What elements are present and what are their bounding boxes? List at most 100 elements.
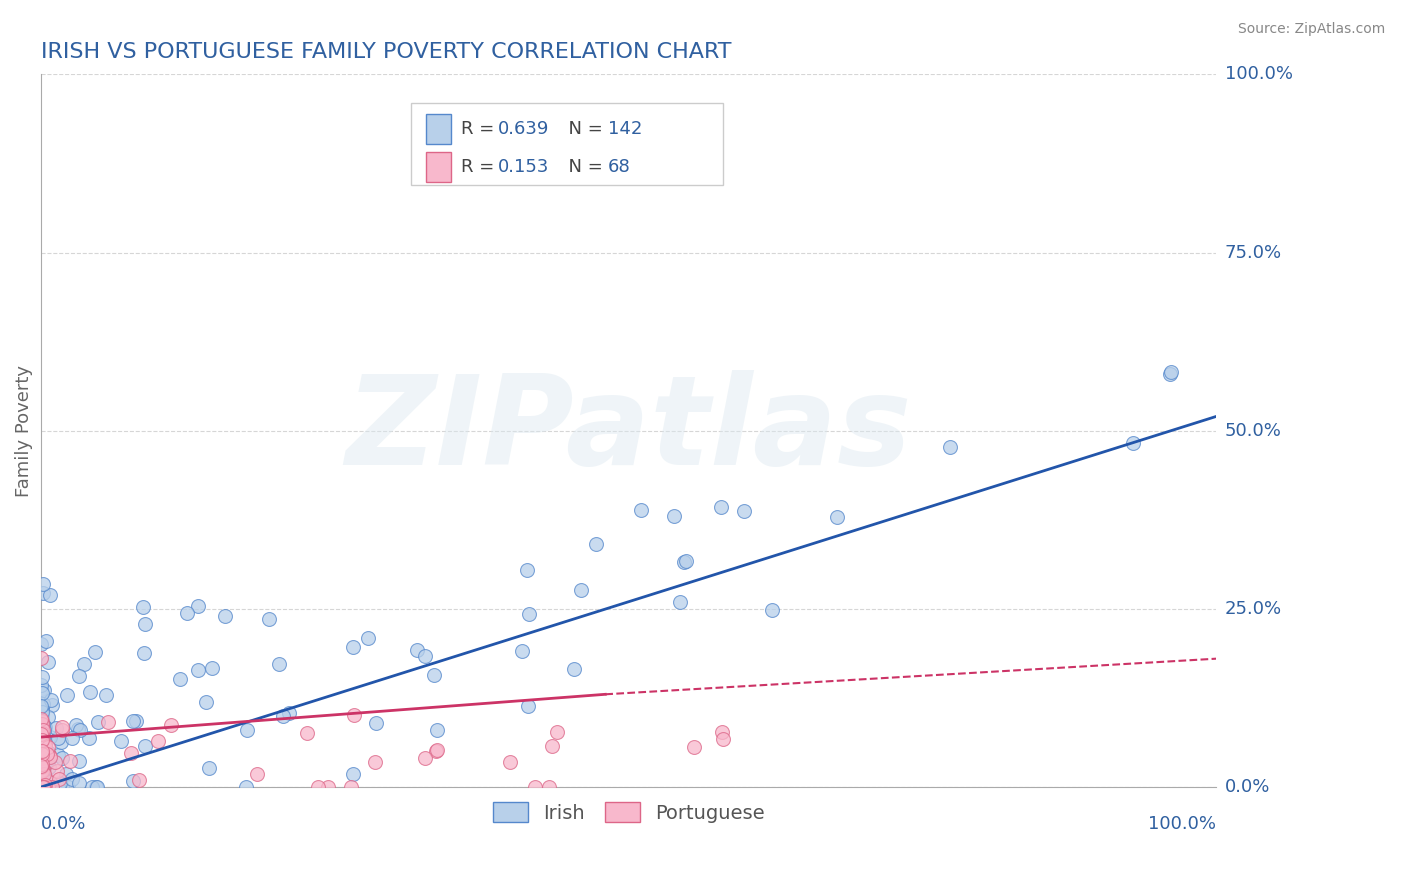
Point: [31, 779, 53, 793]
Text: 25.0%: 25.0%: [1225, 599, 1282, 618]
Point: [41, 698, 63, 713]
Point: [69, 723, 91, 737]
Point: [31, 747, 53, 761]
Point: [34, 756, 56, 771]
Point: [169, 672, 191, 686]
Point: [340, 780, 363, 794]
Point: [187, 599, 209, 614]
Point: [31, 769, 53, 783]
Point: [32, 719, 55, 733]
Point: [45, 722, 67, 736]
Point: [39, 730, 62, 744]
Point: [34, 745, 56, 759]
Point: [128, 772, 150, 787]
Point: [86, 714, 108, 729]
Point: [711, 725, 734, 739]
Point: [31, 751, 53, 765]
Point: [31, 780, 53, 794]
Point: [120, 746, 142, 760]
Point: [32, 780, 55, 794]
Point: [30, 746, 52, 760]
Point: [415, 649, 437, 664]
Point: [672, 555, 695, 569]
Point: [31, 686, 53, 700]
Point: [194, 695, 217, 709]
Point: [662, 508, 685, 523]
Point: [31, 730, 53, 744]
Point: [1122, 435, 1144, 450]
Point: [31, 732, 53, 747]
Text: 50.0%: 50.0%: [1225, 422, 1281, 440]
Point: [125, 714, 148, 728]
Point: [31, 714, 53, 729]
Point: [343, 708, 366, 723]
Point: [32, 780, 55, 794]
Point: [32, 766, 55, 780]
Point: [30, 682, 52, 697]
Point: [31, 744, 53, 758]
Point: [31, 670, 53, 684]
Point: [278, 706, 301, 720]
Point: [37, 772, 59, 787]
Point: [32, 751, 55, 765]
Point: [60, 772, 83, 787]
Point: [30, 780, 52, 794]
Point: [34, 739, 56, 754]
Point: [31, 721, 53, 735]
Point: [32, 683, 55, 698]
Point: [67, 776, 90, 790]
Point: [30, 712, 52, 726]
Point: [51, 720, 73, 734]
Point: [517, 607, 540, 622]
Point: [41, 780, 63, 794]
Point: [669, 595, 692, 609]
Point: [523, 780, 546, 794]
Point: [35, 747, 58, 762]
Point: [38, 760, 60, 774]
Text: 142: 142: [607, 120, 643, 138]
Point: [83, 644, 105, 658]
Text: N =: N =: [557, 120, 609, 138]
Text: 0.0%: 0.0%: [1225, 778, 1270, 796]
Point: [537, 780, 560, 794]
Point: [31, 780, 53, 794]
Point: [32, 767, 55, 781]
Point: [32, 780, 55, 794]
Point: [197, 761, 219, 775]
Point: [675, 554, 697, 568]
Point: [31, 780, 53, 794]
Point: [31, 780, 53, 794]
Point: [510, 644, 533, 658]
Point: [30, 651, 52, 665]
Point: [546, 725, 568, 739]
Point: [30, 780, 52, 794]
Point: [122, 773, 145, 788]
Point: [342, 640, 364, 654]
Point: [297, 726, 319, 740]
Point: [269, 657, 291, 672]
Point: [134, 617, 156, 632]
Point: [160, 718, 183, 732]
Point: [32, 762, 55, 776]
Text: N =: N =: [557, 158, 609, 176]
Point: [37, 780, 59, 794]
Point: [425, 744, 447, 758]
Point: [37, 780, 59, 794]
Point: [37, 710, 59, 724]
Point: [363, 755, 385, 769]
Point: [406, 642, 429, 657]
Point: [201, 661, 224, 675]
Point: [34, 720, 56, 734]
Y-axis label: Family Poverty: Family Poverty: [15, 365, 32, 497]
Point: [34, 778, 56, 792]
Point: [761, 603, 783, 617]
Point: [236, 723, 259, 737]
Point: [37, 655, 59, 669]
Point: [51, 780, 73, 794]
Point: [32, 723, 55, 737]
Point: [38, 748, 60, 763]
Point: [516, 563, 538, 577]
Point: [34, 737, 56, 751]
Point: [31, 769, 53, 783]
Point: [51, 735, 73, 749]
